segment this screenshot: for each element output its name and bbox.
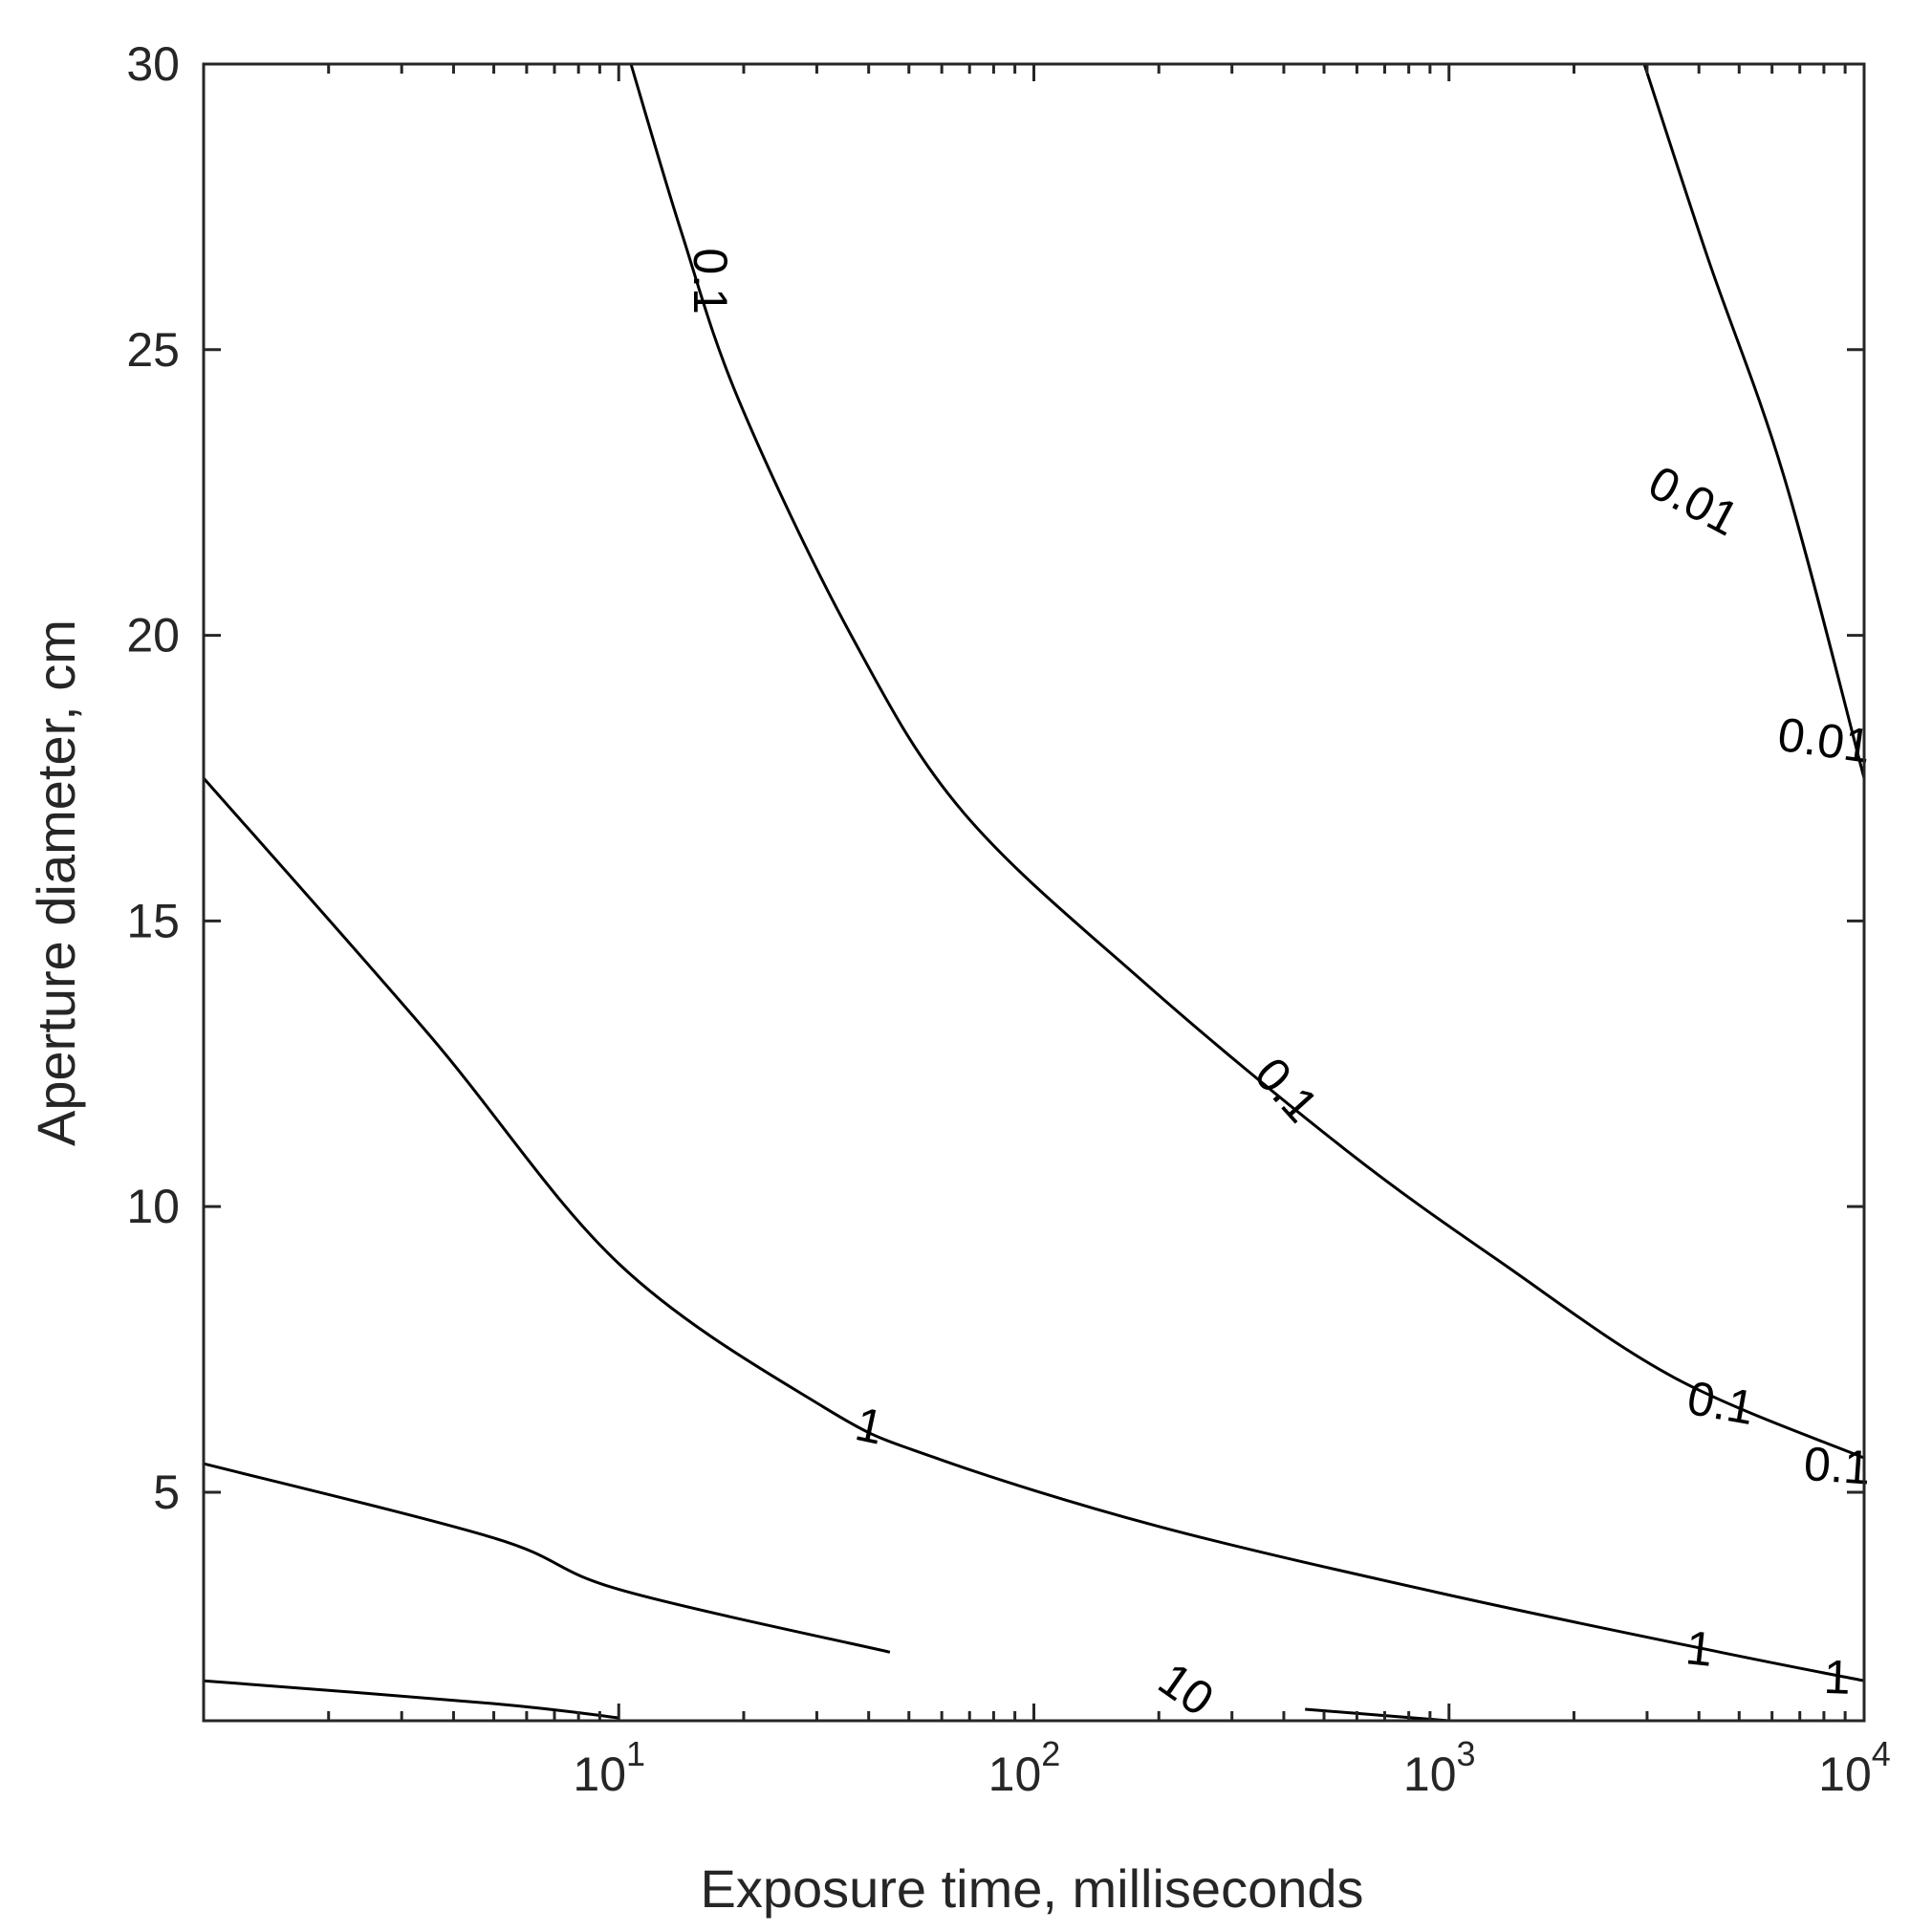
y-tick-label: 25: [126, 323, 180, 377]
contour-label-0.01-0-0: 0.01: [1640, 455, 1747, 546]
contour-label-0.01-0-1: 0.01: [1774, 707, 1874, 773]
x-tick-exponent: 4: [1872, 1734, 1891, 1773]
y-tick-label: 10: [126, 1180, 180, 1233]
x-tick-base: 10: [573, 1747, 626, 1801]
contour-line-0.1-1-0: [629, 63, 1865, 1460]
x-tick-label: 101: [573, 1734, 645, 1801]
y-tick-label: 5: [153, 1465, 180, 1519]
contour-line-unlabeled-4-0: [203, 1462, 891, 1654]
contour-label-0.1-1-2: 0.1: [1683, 1371, 1758, 1435]
contour-label-1-2-1: 1: [1683, 1620, 1716, 1677]
x-tick-label: 102: [988, 1734, 1061, 1801]
x-tick-exponent: 3: [1457, 1734, 1476, 1773]
x-tick-label: 103: [1403, 1734, 1476, 1801]
y-tick-labels: 5 10 15 20 25 30: [126, 37, 180, 1519]
y-tick-label: 30: [126, 37, 180, 91]
contour-label-0.1-1-0: 0.1: [684, 248, 737, 315]
contour-label-1-2-2: 1: [1823, 1650, 1852, 1704]
contour-line-0.01-0-0: [1642, 63, 1866, 779]
x-tick-base: 10: [1818, 1747, 1872, 1801]
x-tick-exponent: 2: [1041, 1734, 1060, 1773]
contour-line-10-3-0: [203, 1679, 619, 1720]
contour-lines: [202, 63, 1866, 1723]
contour-label-1-2-0: 1: [851, 1397, 888, 1455]
x-tick-base: 10: [988, 1747, 1042, 1801]
contour-label-0.1-1-3: 0.1: [1802, 1437, 1872, 1495]
axis-ticks: [204, 62, 1866, 1721]
x-tick-labels: 101 102 103 104: [573, 1734, 1890, 1801]
contour-line-1-2-0: [202, 777, 1865, 1682]
y-axis-label: Aperture diameter, cm: [26, 619, 86, 1146]
y-tick-label: 15: [126, 894, 180, 947]
x-tick-base: 10: [1403, 1747, 1457, 1801]
x-tick-exponent: 1: [626, 1734, 645, 1773]
contour-label-0.1-1-1: 0.1: [1245, 1048, 1329, 1133]
x-axis-label: Exposure time, milliseconds: [700, 1858, 1363, 1919]
y-tick-label: 20: [126, 609, 180, 662]
plot-area-frame: [202, 62, 1866, 1723]
x-tick-label: 104: [1818, 1734, 1891, 1801]
contour-line-10-3-1: [1305, 1707, 1449, 1723]
